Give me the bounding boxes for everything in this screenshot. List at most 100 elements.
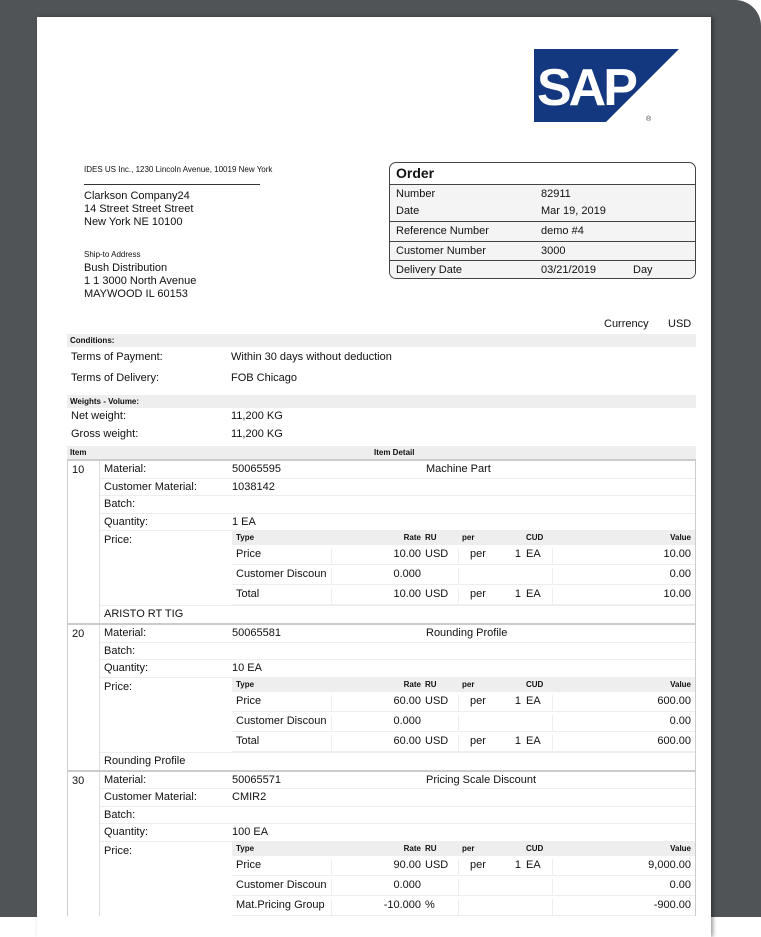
rate-unit bbox=[425, 715, 458, 731]
condition-value: 10.00 bbox=[663, 588, 691, 600]
price-row: Price 60.00 USD per 1 EA 600.00 bbox=[232, 692, 695, 712]
per bbox=[458, 714, 504, 731]
weights-header: Weights - Volume: bbox=[67, 395, 696, 408]
conditions-header: Conditions: bbox=[67, 334, 696, 347]
condition-type: Price bbox=[232, 548, 332, 564]
pricing-quantity bbox=[504, 715, 521, 731]
material-label: Material: bbox=[104, 773, 147, 786]
address-line: New York NE 10100 bbox=[84, 216, 183, 228]
line-item: 30 Material: 50065571 Pricing Scale Discoun… bbox=[68, 769, 695, 916]
reference-number: demo #4 bbox=[541, 225, 584, 237]
pricing-unit: EA bbox=[521, 548, 553, 564]
per bbox=[458, 898, 504, 915]
price-table: Type Rate RU per CUD Value Price 60.00 USD per 1 EA… bbox=[232, 677, 695, 752]
pricing-unit: EA bbox=[521, 734, 553, 751]
rate-unit: USD bbox=[425, 548, 449, 560]
price-row: Total 60.00 USD per 1 EA 600.00 bbox=[232, 732, 695, 752]
price-row: Customer Discoun 0.000 0.00 bbox=[232, 712, 695, 732]
quantity-label: Quantity: bbox=[104, 662, 149, 674]
items-header: Item Item Detail bbox=[67, 446, 696, 459]
gross-weight-label: Gross weight: bbox=[71, 428, 139, 440]
material-number: 50065595 bbox=[232, 463, 281, 475]
delivery-terms: FOB Chicago bbox=[231, 372, 298, 384]
condition-type: Customer Discoun bbox=[232, 878, 332, 895]
material-number: 50065571 bbox=[232, 773, 281, 786]
pricing-unit: EA bbox=[521, 588, 553, 604]
item-number: 10 bbox=[72, 464, 85, 476]
value-header: Value bbox=[670, 679, 691, 689]
type-header: Type bbox=[232, 843, 332, 856]
delivery-terms-label: Terms of Delivery: bbox=[71, 372, 160, 384]
material-description: Machine Part bbox=[426, 463, 491, 475]
item-detail-column-header: Item Detail bbox=[374, 448, 415, 457]
item-number: 20 bbox=[72, 628, 85, 640]
rate-unit bbox=[425, 879, 458, 895]
pricing-quantity bbox=[504, 568, 521, 584]
sender-address: IDES US Inc., 1230 Lincoln Avenue, 10019… bbox=[84, 165, 273, 174]
rate-unit: USD bbox=[425, 734, 449, 747]
condition-value: 9,000.00 bbox=[648, 858, 691, 871]
rate: 10.00 bbox=[393, 588, 421, 600]
type-header: Type bbox=[232, 679, 332, 692]
spacer bbox=[504, 844, 521, 856]
item-number: 30 bbox=[72, 774, 85, 787]
rate-header: Rate bbox=[403, 843, 421, 853]
pricing-quantity: 1 bbox=[514, 734, 521, 747]
price-row: Total 10.00 USD per 1 EA 10.00 bbox=[232, 585, 695, 605]
cud-header: CUD bbox=[526, 533, 544, 542]
pricing-quantity: 1 bbox=[514, 588, 521, 600]
condition-value: 0.00 bbox=[669, 878, 691, 891]
order-title: Order bbox=[396, 165, 435, 181]
ru-header: RU bbox=[425, 843, 437, 853]
value-header: Value bbox=[670, 533, 691, 542]
pricing-unit: EA bbox=[521, 694, 553, 711]
ru-header: RU bbox=[425, 533, 437, 542]
date-label: Date bbox=[396, 205, 420, 217]
currency-label: Currency bbox=[604, 318, 649, 330]
rate-header: Rate bbox=[403, 533, 421, 542]
price-row: Mat.Pricing Group -10.000% -900.00 bbox=[232, 896, 695, 916]
price-row: Price 90.00 USD per 1 EA 9,000.00 bbox=[232, 856, 695, 876]
pricing-unit bbox=[521, 568, 553, 584]
quantity-label: Quantity: bbox=[104, 826, 149, 838]
price-table-header: Type Rate RU per CUD Value bbox=[232, 841, 695, 856]
payment-label: Terms of Payment: bbox=[71, 351, 163, 363]
document-page: SAP ® IDES US Inc., 1230 Lincoln Avenue,… bbox=[37, 17, 711, 937]
customer-label: Customer Number bbox=[396, 245, 486, 257]
ship-to-line: Bush Distribution bbox=[84, 262, 168, 274]
condition-value: 600.00 bbox=[657, 694, 691, 707]
pricing-unit bbox=[521, 898, 553, 915]
rate-unit: USD bbox=[425, 694, 449, 707]
pricing-quantity: 1 bbox=[514, 694, 521, 707]
pricing-quantity bbox=[504, 899, 521, 915]
price-row: Customer Discoun 0.000 0.00 bbox=[232, 876, 695, 896]
net-weight-label: Net weight: bbox=[71, 410, 127, 422]
quantity: 1 EA bbox=[232, 515, 256, 528]
batch-label: Batch: bbox=[104, 808, 136, 821]
price-label: Price: bbox=[104, 534, 133, 546]
currency-value: USD bbox=[668, 318, 692, 330]
gross-weight: 11,200 KG bbox=[231, 428, 283, 440]
spacer bbox=[504, 533, 521, 545]
material-description: Pricing Scale Discount bbox=[426, 773, 537, 786]
rate: 0.000 bbox=[393, 568, 421, 580]
address-line: Clarkson Company24 bbox=[84, 190, 190, 202]
pricing-quantity: 1 bbox=[514, 858, 521, 871]
per bbox=[458, 878, 504, 895]
delivery-label: Delivery Date bbox=[396, 264, 463, 276]
order-row-delivery: Delivery Date 03/21/2019 Day bbox=[390, 260, 695, 278]
quantity: 100 EA bbox=[232, 826, 269, 838]
cud-header: CUD bbox=[526, 679, 544, 689]
material-label: Material: bbox=[104, 463, 147, 475]
price-table: Type Rate RU per CUD Value Price 10.00 USD per 1 EA… bbox=[232, 531, 695, 605]
svg-text:SAP: SAP bbox=[537, 59, 636, 117]
address-line: 14 Street Street Street bbox=[84, 203, 194, 215]
condition-type: Total bbox=[232, 734, 332, 751]
sap-logo: SAP ® bbox=[534, 49, 679, 122]
item-column-header: Item bbox=[70, 448, 87, 457]
condition-type: Customer Discoun bbox=[232, 714, 332, 731]
condition-type: Customer Discoun bbox=[232, 568, 332, 584]
rate-unit: USD bbox=[425, 858, 449, 871]
material-number: 50065581 bbox=[232, 627, 281, 639]
condition-value: 0.00 bbox=[669, 714, 691, 727]
